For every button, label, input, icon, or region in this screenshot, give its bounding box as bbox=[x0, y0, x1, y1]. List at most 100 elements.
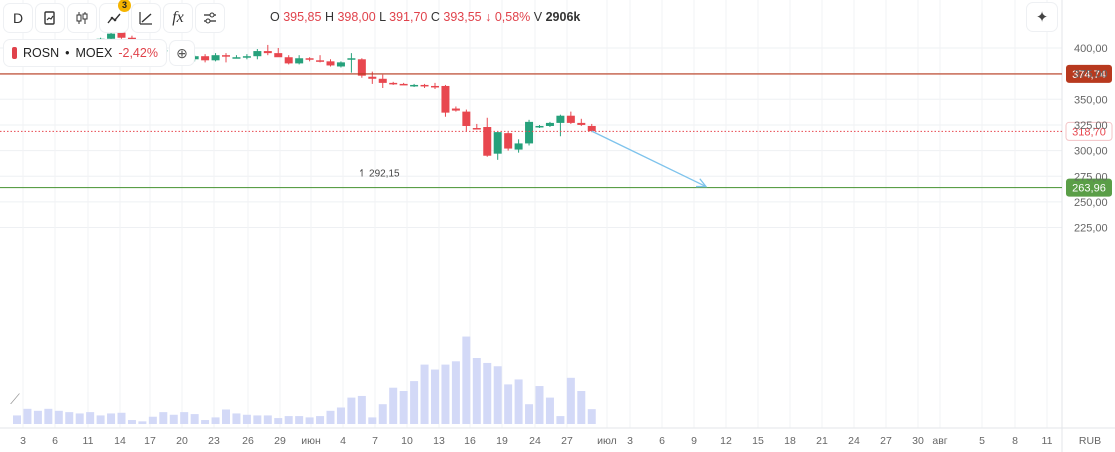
x-tick-label: 8 bbox=[1012, 435, 1018, 447]
candle-body[interactable] bbox=[556, 115, 565, 123]
volume-bar bbox=[127, 420, 136, 424]
candle-body[interactable] bbox=[545, 122, 554, 126]
exchange: MOEX bbox=[75, 46, 113, 60]
volume-bar bbox=[274, 418, 283, 424]
volume-bar bbox=[169, 414, 178, 424]
candle-body[interactable] bbox=[326, 61, 335, 66]
candle-body[interactable] bbox=[462, 111, 471, 126]
drawing-tools-button[interactable] bbox=[132, 4, 160, 32]
plus-circle-icon: ⊕ bbox=[176, 44, 188, 61]
candle-body[interactable] bbox=[389, 82, 398, 85]
volume-bar bbox=[556, 416, 565, 424]
candle-body[interactable] bbox=[211, 55, 220, 61]
y-axis[interactable]: 374,74 263,96 318,70 400,00 375,00 350,00 325,… bbox=[1065, 43, 1113, 235]
candle-body[interactable] bbox=[378, 78, 387, 83]
volume-bar bbox=[410, 381, 419, 424]
day-change: -2,42% bbox=[118, 46, 158, 60]
candle-body[interactable] bbox=[399, 83, 408, 86]
forecast-arrow-head bbox=[695, 178, 708, 188]
chart-type-button[interactable] bbox=[36, 4, 64, 32]
candles-button[interactable] bbox=[68, 4, 96, 32]
candle-body[interactable] bbox=[232, 57, 241, 59]
candle-body[interactable] bbox=[107, 33, 116, 39]
indicators-icon bbox=[107, 13, 121, 24]
document-chart-icon bbox=[44, 11, 55, 25]
volume-bar bbox=[222, 409, 230, 424]
y-tick-label: 250,00 bbox=[1074, 197, 1108, 209]
forecast-arrow-line[interactable] bbox=[591, 130, 707, 188]
candle-body[interactable] bbox=[472, 128, 481, 130]
candle-body[interactable] bbox=[316, 60, 325, 62]
candle-body[interactable] bbox=[201, 56, 210, 61]
candle-body[interactable] bbox=[295, 58, 304, 64]
candle-body[interactable] bbox=[253, 51, 262, 57]
candle-body[interactable] bbox=[242, 56, 251, 58]
candle-body[interactable] bbox=[263, 51, 272, 54]
ai-assistant-button[interactable]: ✦ bbox=[1027, 3, 1057, 31]
volume-bar bbox=[420, 364, 429, 424]
volume-bar bbox=[514, 379, 523, 424]
volume-bar bbox=[525, 404, 534, 424]
candle-body[interactable] bbox=[535, 125, 544, 128]
x-tick-label: 26 bbox=[242, 435, 254, 447]
candle-body[interactable] bbox=[587, 125, 596, 132]
candle-body[interactable] bbox=[222, 55, 230, 57]
price-lines[interactable] bbox=[0, 73, 1062, 189]
x-tick-label: 27 bbox=[561, 435, 573, 447]
volume-bar bbox=[399, 391, 408, 424]
candle-body[interactable] bbox=[493, 132, 502, 154]
volume-bar bbox=[284, 416, 293, 424]
interval-label: D bbox=[12, 10, 24, 26]
candle-body[interactable] bbox=[305, 58, 314, 60]
x-axis[interactable]: 3 6 11 14 17 20 23 26 29 июн 4 7 10 13 16 19 24 27 июл 3 6 9 1… bbox=[20, 435, 1101, 447]
candle-body[interactable] bbox=[525, 121, 534, 144]
indicator-count-badge: 3 bbox=[118, 0, 131, 12]
formula-button[interactable]: fx bbox=[164, 4, 192, 32]
candle-body[interactable] bbox=[431, 85, 439, 88]
candle-body[interactable] bbox=[451, 108, 460, 111]
volume-bar bbox=[138, 421, 147, 424]
candle-body[interactable] bbox=[190, 56, 199, 60]
candle-body[interactable] bbox=[410, 84, 419, 87]
candle-body[interactable] bbox=[284, 57, 293, 64]
support-price-label: 263,96 bbox=[1072, 183, 1106, 195]
candle-body[interactable] bbox=[357, 59, 366, 76]
eraser-icon[interactable]: ⟋ bbox=[10, 390, 20, 407]
candle-body[interactable] bbox=[566, 115, 575, 123]
x-tick-label: июн bbox=[301, 435, 321, 447]
candle-body[interactable] bbox=[368, 76, 377, 79]
drawing-icon bbox=[139, 12, 152, 25]
close-value: 393,55 bbox=[443, 10, 482, 24]
candle-body[interactable] bbox=[504, 133, 513, 149]
x-tick-label: 18 bbox=[784, 435, 796, 447]
candle-body[interactable] bbox=[274, 53, 283, 58]
volume-bar bbox=[65, 412, 74, 424]
settings-button[interactable] bbox=[196, 4, 224, 32]
volume-bar bbox=[75, 413, 84, 424]
x-tick-label: 21 bbox=[816, 435, 828, 447]
indicators-button[interactable]: 3 bbox=[100, 0, 131, 32]
candle-body[interactable] bbox=[347, 58, 356, 60]
volume-bar bbox=[451, 361, 460, 424]
x-tick-label: 3 bbox=[627, 435, 633, 447]
symbol-chip[interactable]: ROSN • MOEX -2,42% bbox=[4, 40, 166, 66]
sliders-icon bbox=[204, 12, 216, 24]
candle-body[interactable] bbox=[514, 143, 523, 150]
interval-button[interactable]: D bbox=[4, 4, 32, 32]
volume-bar bbox=[305, 417, 314, 424]
candle-body[interactable] bbox=[336, 62, 345, 67]
candlestick-icon bbox=[76, 12, 88, 24]
candle-body[interactable] bbox=[420, 84, 429, 87]
candle-body[interactable] bbox=[441, 85, 450, 113]
sparkle-icon: ✦ bbox=[1035, 9, 1049, 26]
candle-body[interactable] bbox=[117, 32, 126, 38]
volume-bar bbox=[545, 397, 554, 424]
candle-body[interactable] bbox=[577, 122, 586, 125]
add-symbol-button[interactable]: ⊕ bbox=[169, 41, 194, 65]
volume-bar bbox=[566, 377, 575, 424]
change-value: ↓ 0,58% bbox=[485, 10, 531, 24]
volume-value: 2906k bbox=[545, 10, 581, 24]
candle-body[interactable] bbox=[483, 127, 492, 156]
volume-bar bbox=[33, 410, 42, 424]
